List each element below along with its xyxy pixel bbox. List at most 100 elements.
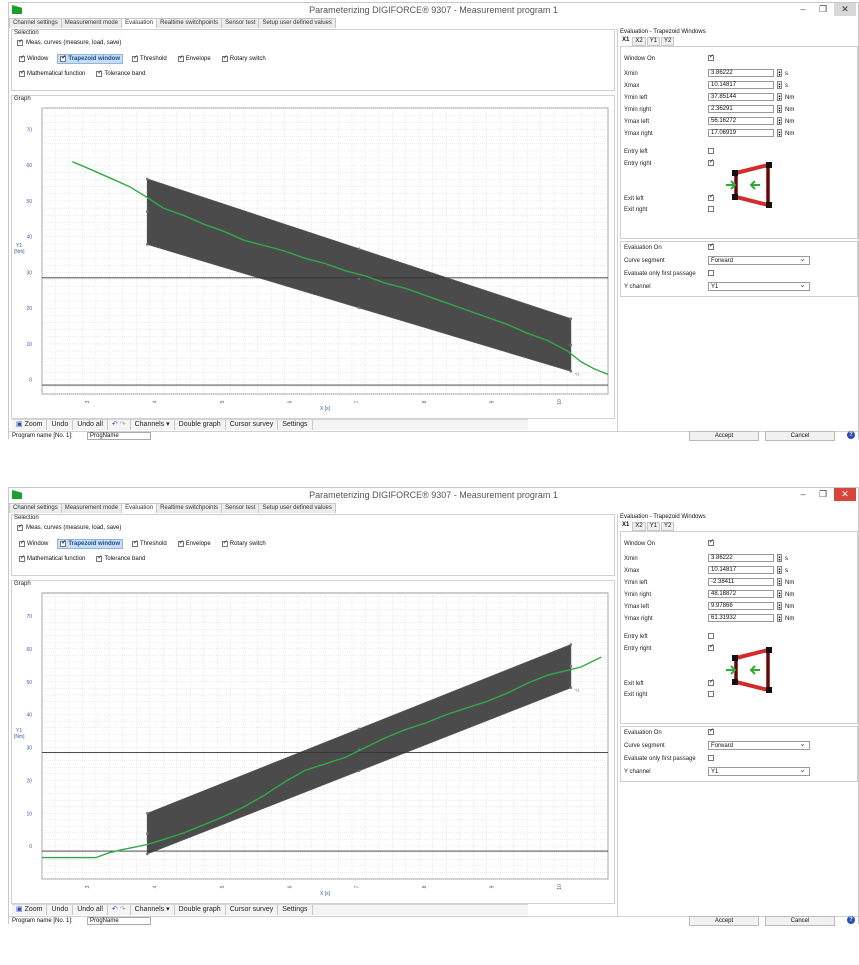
math-checkbox[interactable] [19, 554, 25, 562]
option-window[interactable]: Window [17, 54, 50, 63]
curve-segment-select[interactable]: Forward [708, 255, 810, 265]
rotary-checkbox[interactable] [221, 539, 228, 547]
ymin-right-spinner[interactable]: ▴ ▾ [777, 590, 782, 598]
ymin-left-spinner[interactable]: ▴ ▾ [777, 93, 782, 101]
entry-right-checkbox[interactable] [708, 158, 714, 166]
trapezoid-checkbox[interactable] [60, 54, 66, 62]
subtab-x1[interactable]: X1 [620, 37, 632, 46]
ymax-right-spinner[interactable]: ▴ ▾ [777, 129, 782, 137]
exit-right-checkbox[interactable] [708, 691, 714, 697]
xmax-field[interactable]: 10.14817 [708, 566, 774, 574]
program-name-input[interactable]: ProgName [87, 432, 151, 440]
accept-button[interactable]: Accept [689, 916, 759, 926]
option-trapezoid-window[interactable]: Trapezoid window [57, 54, 124, 64]
cursor-survey-button[interactable]: Cursor survey [226, 905, 279, 915]
program-name-input[interactable]: ProgName [87, 917, 151, 925]
undo-button[interactable]: Undo [47, 905, 74, 915]
window-checkbox[interactable] [19, 539, 25, 547]
y-channel-select[interactable]: Y1 [708, 766, 810, 776]
evaluation-on-checkbox[interactable] [708, 727, 714, 735]
entry-left-checkbox[interactable] [708, 148, 714, 154]
ymax-left-field[interactable]: 56.16272 [708, 117, 774, 125]
ymin-right-field[interactable]: 48.18872 [708, 590, 774, 598]
option-envelope[interactable]: Envelope [176, 54, 213, 63]
option-math-function[interactable]: Mathematical function [17, 554, 87, 563]
tolerance-checkbox[interactable] [96, 554, 102, 562]
ymax-left-spinner[interactable]: ▴ ▾ [777, 602, 782, 610]
redo-button[interactable]: ↶ ↷ [108, 420, 131, 430]
ymin-left-field[interactable]: 37.85144 [708, 93, 774, 101]
option-tolerance-band[interactable]: Tolerance band [94, 69, 147, 78]
undo-button[interactable]: Undo [47, 420, 74, 430]
cancel-button[interactable]: Cancel [765, 431, 835, 441]
option-math-function[interactable]: Mathematical function [17, 69, 87, 78]
option-threshold[interactable]: Threshold [130, 54, 169, 63]
help-button[interactable]: ? [845, 431, 857, 441]
tab-channel-settings[interactable]: Channel settings [9, 18, 62, 28]
meas-curves-checkbox[interactable] [17, 523, 23, 531]
evaluate-first-checkbox[interactable] [708, 270, 714, 276]
threshold-checkbox[interactable] [132, 54, 138, 62]
entry-right-checkbox[interactable] [708, 643, 714, 651]
undo-all-button[interactable]: Undo all [73, 905, 108, 915]
accept-button[interactable]: Accept [689, 431, 759, 441]
maximize-button[interactable]: ❐ [818, 4, 828, 14]
channels-button[interactable]: Channels ▾ [131, 905, 175, 915]
math-checkbox[interactable] [19, 69, 25, 77]
xmin-spinner[interactable]: ▴ ▾ [777, 69, 782, 77]
threshold-checkbox[interactable] [132, 539, 138, 547]
tab-setup-user-defined[interactable]: Setup user defined values [258, 503, 336, 513]
minimize-button[interactable]: – [800, 489, 806, 499]
help-button[interactable]: ? [845, 916, 857, 926]
tolerance-checkbox[interactable] [96, 69, 102, 77]
option-window[interactable]: Window [17, 539, 50, 548]
option-rotary-switch[interactable]: Rotary switch [220, 54, 268, 63]
window-checkbox[interactable] [19, 54, 25, 62]
y-channel-select[interactable]: Y1 [708, 281, 810, 291]
redo-button[interactable]: ↶ ↷ [108, 905, 131, 915]
curve-segment-select[interactable]: Forward [708, 740, 810, 750]
option-trapezoid-window[interactable]: Trapezoid window [57, 539, 124, 549]
window-on-checkbox[interactable] [708, 53, 714, 61]
tab-evaluation[interactable]: Evaluation [121, 503, 158, 513]
xmin-spinner[interactable]: ▴ ▾ [777, 554, 782, 562]
exit-right-checkbox[interactable] [708, 206, 714, 212]
settings-button[interactable]: Settings [278, 905, 313, 915]
ymax-left-spinner[interactable]: ▴ ▾ [777, 117, 782, 125]
xmax-spinner[interactable]: ▴ ▾ [777, 566, 782, 574]
ymax-right-field[interactable]: 17.06919 [708, 129, 774, 137]
trapezoid-checkbox[interactable] [60, 539, 66, 547]
option-rotary-switch[interactable]: Rotary switch [220, 539, 268, 548]
entry-left-checkbox[interactable] [708, 633, 714, 639]
envelope-checkbox[interactable] [177, 539, 184, 547]
ymax-left-field[interactable]: 9.97866 [708, 602, 774, 610]
exit-left-checkbox[interactable] [708, 678, 714, 686]
channels-button[interactable]: Channels ▾ [131, 420, 175, 430]
settings-button[interactable]: Settings [278, 420, 313, 430]
option-threshold[interactable]: Threshold [130, 539, 169, 548]
xmin-field[interactable]: 3.86222 [708, 69, 774, 77]
tab-channel-settings[interactable]: Channel settings [9, 503, 62, 513]
tab-realtime-switchpoints[interactable]: Realtime switchpoints [156, 18, 223, 28]
ymin-left-field[interactable]: -2.38411 [708, 578, 774, 586]
tab-measurement-mode[interactable]: Measurement mode [60, 18, 123, 28]
tab-evaluation[interactable]: Evaluation [121, 18, 158, 28]
ymin-right-field[interactable]: 2.36291 [708, 105, 774, 113]
tab-measurement-mode[interactable]: Measurement mode [60, 503, 123, 513]
subtab-x2[interactable]: X2 [632, 522, 646, 531]
evaluate-first-checkbox[interactable] [708, 755, 714, 761]
close-button[interactable]: ✕ [834, 3, 856, 16]
tab-sensor-test[interactable]: Sensor test [221, 503, 260, 513]
meas-curves-checkbox[interactable] [17, 38, 23, 46]
xmax-spinner[interactable]: ▴ ▾ [777, 81, 782, 89]
tab-sensor-test[interactable]: Sensor test [221, 18, 260, 28]
rotary-checkbox[interactable] [221, 54, 228, 62]
evaluation-on-checkbox[interactable] [708, 242, 714, 250]
option-envelope[interactable]: Envelope [176, 539, 213, 548]
window-on-checkbox[interactable] [708, 538, 714, 546]
tab-realtime-switchpoints[interactable]: Realtime switchpoints [156, 503, 223, 513]
tab-setup-user-defined[interactable]: Setup user defined values [258, 18, 336, 28]
xmin-field[interactable]: 3.86222 [708, 554, 774, 562]
ymax-right-spinner[interactable]: ▴ ▾ [777, 614, 782, 622]
